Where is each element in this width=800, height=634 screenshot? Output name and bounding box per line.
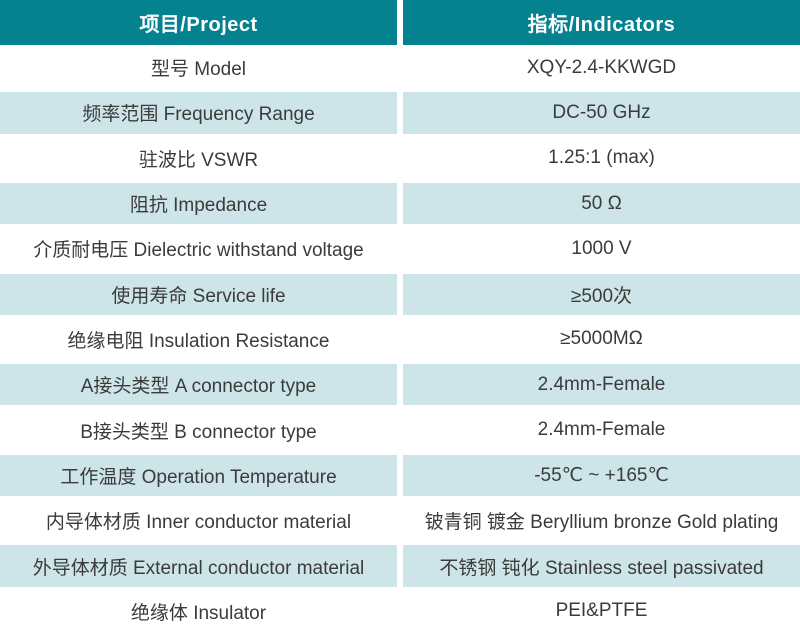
row-label: B接头类型 B connector type bbox=[0, 407, 397, 453]
table-row-model: 型号 Model XQY-2.4-KKWGD bbox=[0, 45, 800, 91]
table-row-vswr: 驻波比 VSWR 1.25:1 (max) bbox=[0, 135, 800, 181]
table-row-frequency-range: 频率范围 Frequency Range DC-50 GHz bbox=[0, 90, 800, 136]
row-label: 工作温度 Operation Temperature bbox=[0, 452, 397, 499]
row-value: DC-50 GHz bbox=[397, 90, 800, 136]
row-label: 介质耐电压 Dielectric withstand voltage bbox=[0, 226, 397, 272]
row-label: A接头类型 A connector type bbox=[0, 362, 397, 408]
row-label: 型号 Model bbox=[0, 45, 397, 91]
table-row-service-life: 使用寿命 Service life ≥500次 bbox=[0, 271, 800, 317]
row-value: 铍青铜 镀金 Beryllium bronze Gold plating bbox=[397, 498, 800, 544]
table-header-row: 项目/Project 指标/Indicators bbox=[0, 0, 800, 45]
row-value: 不锈钢 钝化 Stainless steel passivated bbox=[397, 543, 800, 589]
table-row-impedance: 阻抗 Impedance 50 Ω bbox=[0, 180, 800, 227]
table-row-dielectric-voltage: 介质耐电压 Dielectric withstand voltage 1000 … bbox=[0, 226, 800, 272]
row-value: 1.25:1 (max) bbox=[397, 135, 800, 181]
row-value: 2.4mm-Female bbox=[397, 407, 800, 453]
table-row-inner-conductor-material: 内导体材质 Inner conductor material 铍青铜 镀金 Be… bbox=[0, 498, 800, 544]
row-value: ≥500次 bbox=[397, 271, 800, 317]
header-cell-project: 项目/Project bbox=[0, 0, 397, 45]
header-cell-indicators: 指标/Indicators bbox=[397, 0, 800, 45]
row-label: 绝缘体 Insulator bbox=[0, 588, 397, 634]
table-row-external-conductor-material: 外导体材质 External conductor material 不锈钢 钝化… bbox=[0, 543, 800, 589]
row-value: 2.4mm-Female bbox=[397, 362, 800, 408]
table-row-a-connector-type: A接头类型 A connector type 2.4mm-Female bbox=[0, 362, 800, 408]
table-row-b-connector-type: B接头类型 B connector type 2.4mm-Female bbox=[0, 407, 800, 453]
row-label: 绝缘电阻 Insulation Resistance bbox=[0, 316, 397, 363]
row-label: 内导体材质 Inner conductor material bbox=[0, 498, 397, 544]
row-value: PEI&PTFE bbox=[397, 588, 800, 634]
row-label: 驻波比 VSWR bbox=[0, 135, 397, 181]
row-label: 频率范围 Frequency Range bbox=[0, 90, 397, 136]
table-row-insulator: 绝缘体 Insulator PEI&PTFE bbox=[0, 588, 800, 634]
row-value: XQY-2.4-KKWGD bbox=[397, 45, 800, 91]
row-value: -55℃ ~ +165℃ bbox=[397, 452, 800, 499]
row-value: 1000 V bbox=[397, 226, 800, 272]
row-label: 使用寿命 Service life bbox=[0, 271, 397, 317]
table-row-insulation-resistance: 绝缘电阻 Insulation Resistance ≥5000MΩ bbox=[0, 316, 800, 363]
table-row-operation-temperature: 工作温度 Operation Temperature -55℃ ~ +165℃ bbox=[0, 452, 800, 499]
row-value: ≥5000MΩ bbox=[397, 316, 800, 363]
row-label: 外导体材质 External conductor material bbox=[0, 543, 397, 589]
row-label: 阻抗 Impedance bbox=[0, 180, 397, 227]
row-value: 50 Ω bbox=[397, 180, 800, 227]
